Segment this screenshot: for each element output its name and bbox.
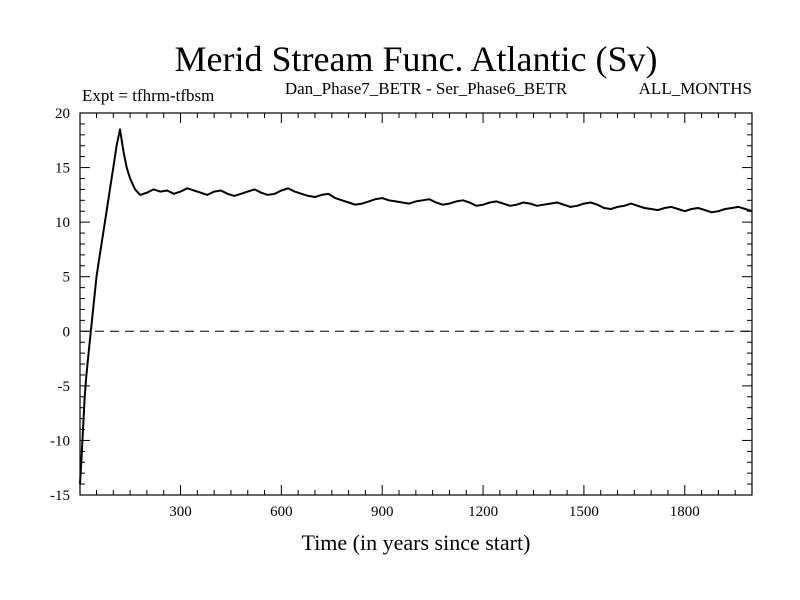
- y-tick-label: 10: [55, 215, 70, 231]
- x-tick-label: 600: [270, 504, 293, 520]
- plot-area: [79, 112, 753, 496]
- y-tick-label: -5: [58, 379, 71, 395]
- y-tick-label: -15: [50, 488, 70, 504]
- experiment-label: Expt = tfhrm-tfbsm: [82, 86, 214, 105]
- months-label: ALL_MONTHS: [639, 79, 752, 98]
- y-tick-label: 15: [55, 161, 70, 177]
- plot-frame: [79, 112, 753, 496]
- comparison-label: Dan_Phase7_BETR - Ser_Phase6_BETR: [285, 79, 568, 98]
- y-tick-label: 5: [63, 270, 71, 286]
- x-tick-label: 1200: [468, 504, 498, 520]
- axis-ticks: [80, 112, 753, 496]
- y-tick-label: 0: [63, 324, 71, 340]
- chart-title: Merid Stream Func. Atlantic (Sv): [175, 39, 658, 79]
- series-layer: [79, 128, 753, 485]
- x-tick-label: 900: [371, 504, 394, 520]
- x-axis-label: Time (in years since start): [302, 530, 531, 555]
- x-tick-label: 1500: [569, 504, 599, 520]
- x-tick-label: 1800: [670, 504, 700, 520]
- series-line: [79, 128, 753, 485]
- tick-labels: -15 -10 -5 0 5 10 15 20 300 600 900 1200 1500 1800: [50, 106, 700, 520]
- x-tick-label: 300: [169, 504, 192, 520]
- y-tick-label: 20: [55, 106, 70, 122]
- y-tick-label: -10: [50, 433, 70, 449]
